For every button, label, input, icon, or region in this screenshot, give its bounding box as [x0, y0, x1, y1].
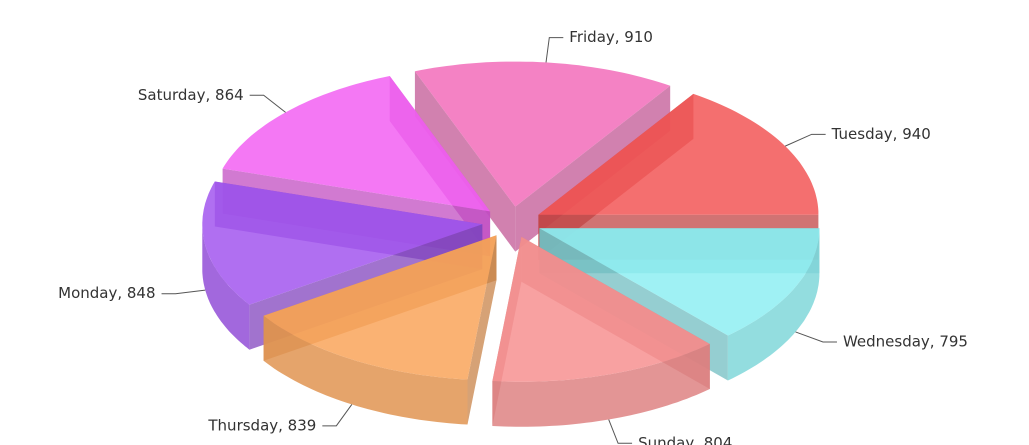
leader-line: [608, 419, 633, 444]
leader-line: [785, 133, 826, 147]
slice-top: [538, 93, 819, 215]
data-label: Friday, 910: [569, 28, 653, 46]
slice-top: [222, 76, 491, 212]
slice-top: [202, 181, 483, 305]
slice: [263, 235, 497, 425]
slice-side: [263, 315, 468, 425]
slice-top: [539, 228, 820, 336]
data-label: Sunday, 804: [638, 434, 732, 445]
data-label: Monday, 848: [58, 284, 155, 302]
slice-side: [727, 228, 820, 381]
leader-line: [322, 404, 353, 427]
leader-line: [249, 94, 286, 113]
slice-top: [492, 236, 710, 382]
data-label: Wednesday, 795: [843, 333, 968, 351]
data-label: Saturday, 864: [138, 86, 244, 104]
leader-line: [161, 289, 206, 295]
leader-line: [545, 37, 564, 63]
data-label: Thursday, 839: [207, 416, 316, 434]
slice-top: [414, 61, 671, 207]
slice-face: [414, 71, 516, 252]
slice: [492, 236, 710, 427]
slice-side: [492, 344, 710, 427]
slice-side: [202, 224, 250, 350]
data-label: Tuesday, 940: [831, 125, 931, 143]
slice-top: [263, 235, 497, 380]
leader-line: [795, 331, 837, 343]
